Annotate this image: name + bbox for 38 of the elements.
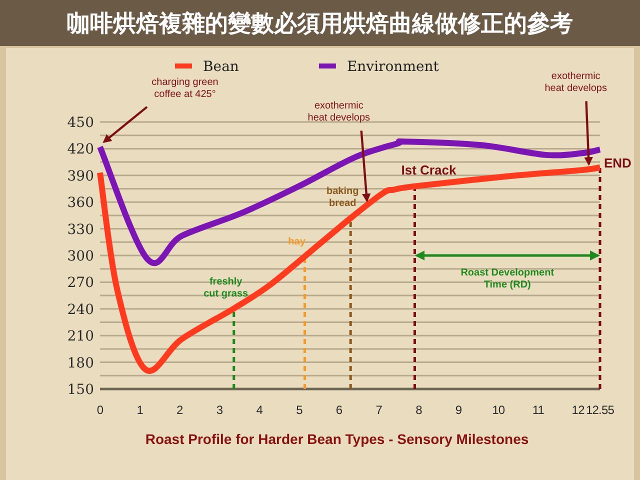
x-tick-label: 1 bbox=[136, 403, 144, 417]
x-tick-label: 4 bbox=[256, 403, 264, 417]
x-tick-label: 6 bbox=[336, 403, 343, 417]
x-tick-label: 10 bbox=[492, 403, 506, 417]
text: Roast Profile for Harder Bean Types - Sensory Milestones bbox=[145, 431, 529, 447]
y-tick-label: 300 bbox=[67, 248, 94, 264]
ref-line-label: baking bread bbox=[326, 186, 359, 210]
x-tick-label: 12.55 bbox=[586, 403, 615, 417]
y-tick-label: 180 bbox=[67, 355, 94, 372]
ref-line-label: END bbox=[604, 156, 632, 170]
y-tick-label: 420 bbox=[67, 142, 94, 158]
x-tick-label: 3 bbox=[216, 403, 224, 417]
y-tick-label: 360 bbox=[67, 195, 94, 212]
x-tick-label: 7 bbox=[376, 403, 383, 417]
annotation: Roast Development Time (RD) bbox=[460, 268, 555, 290]
annotation: charging green coffee at 425° bbox=[152, 76, 218, 100]
x-tick-label: 5 bbox=[296, 403, 304, 417]
y-tick-label: 240 bbox=[67, 302, 94, 318]
y-tick-label: 210 bbox=[67, 328, 94, 345]
ref-line-label: Ist Crack bbox=[401, 162, 457, 178]
x-tick-label: 0 bbox=[96, 403, 104, 417]
x-tick-label: 8 bbox=[416, 403, 423, 417]
x-tick-label: 2 bbox=[176, 403, 184, 417]
y-tick-label: 330 bbox=[67, 222, 94, 238]
x-tick-label: 9 bbox=[455, 403, 462, 417]
annotation: exothermic heat develops bbox=[544, 71, 607, 94]
ref-line-label: hay bbox=[288, 236, 306, 248]
y-tick-label: 390 bbox=[67, 168, 94, 184]
y-tick-label: 150 bbox=[67, 382, 94, 398]
legend-label: Environment bbox=[346, 59, 440, 75]
x-tick-label: 12 bbox=[572, 403, 586, 417]
y-tick-label: 270 bbox=[67, 275, 94, 292]
chart-title: 咖啡烘焙複雜的變數必須用烘焙曲線做修正的參考 bbox=[67, 10, 573, 36]
ref-line-label: freshly cut grass bbox=[204, 276, 249, 300]
annotation: exothermic heat develops bbox=[308, 100, 370, 124]
y-tick-label: 450 bbox=[67, 115, 94, 131]
x-tick-label: 11 bbox=[532, 403, 545, 417]
legend-label: Bean bbox=[203, 59, 239, 75]
